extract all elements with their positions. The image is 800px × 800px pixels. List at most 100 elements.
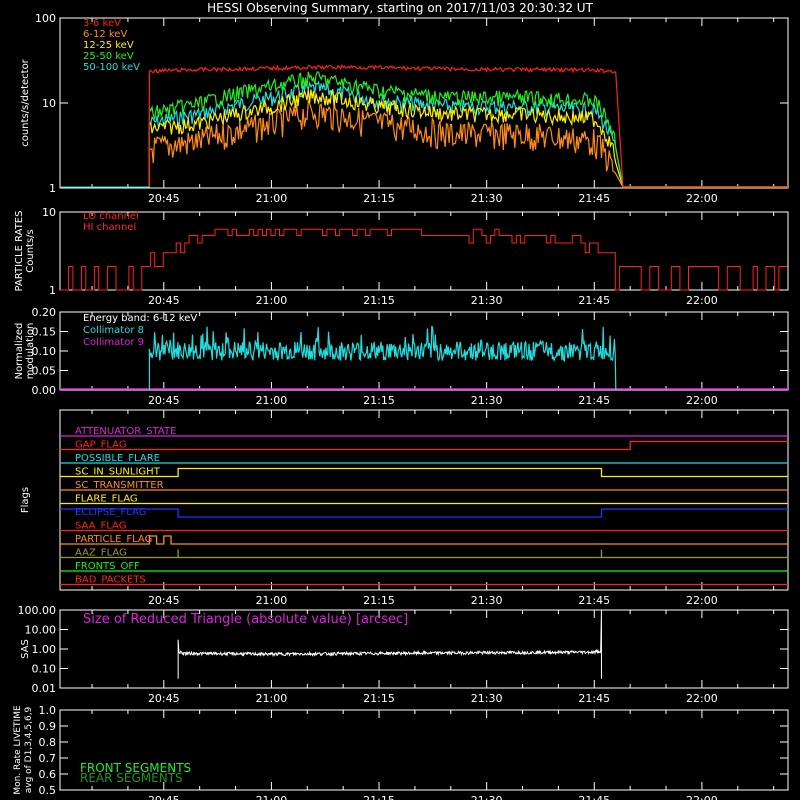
series-line-25-50-keV	[148, 71, 788, 188]
y-tick-label: 1.00	[32, 643, 57, 656]
x-tick-label: 21:00	[256, 594, 288, 607]
series-line-3-6-keV	[148, 63, 788, 188]
legend-entry: 3-6 keV	[83, 18, 121, 29]
x-tick-label: 21:45	[578, 192, 610, 205]
y-tick-label: 0.6	[39, 768, 57, 781]
flag-label: AAZ_FLAG	[75, 548, 127, 559]
x-tick-label: 21:00	[256, 394, 288, 407]
flags-panel: 20:45 21:00 21:15 21:30 21:45 22:00 Flags ATTEN…	[20, 409, 789, 607]
y-tick-label: 0.15	[32, 326, 57, 339]
y-tick-label: 100	[35, 12, 56, 25]
livetime-panel: 20:45 21:00 21:15 21:30 21:45 22:00 0.5 0.6 0.7 0…	[13, 704, 789, 800]
x-tick-label: 21:30	[471, 594, 503, 607]
y-tick-label: 10	[42, 97, 56, 110]
x-tick-label: 22:00	[686, 794, 718, 800]
x-tick-label: 21:45	[578, 794, 610, 800]
flag-label: GAP_FLAG	[75, 440, 127, 451]
particle-frame	[59, 211, 789, 291]
y-axis-label: SAS	[20, 639, 31, 659]
x-tick-label: 21:15	[363, 692, 395, 705]
flag-label: PARTICLE_FLAG	[75, 534, 152, 545]
flag-label: POSSIBLE_FLARE	[75, 453, 160, 464]
y-tick-label: 0.05	[32, 365, 57, 378]
y-tick-label: 0.5	[39, 784, 57, 797]
series-line-sas	[177, 609, 602, 679]
y-tick-label: 0.9	[39, 720, 57, 733]
x-tick-label: 20:45	[148, 192, 180, 205]
y-axis-label: PARTICLE RATESCounts/s	[14, 211, 36, 292]
x-tick-label: 21:15	[363, 394, 395, 407]
flag-label: FLARE_FLAG	[75, 494, 138, 505]
y-axis-label: Mon. Rate LIVETIMEavg of D1,3,4,5,6,9	[13, 705, 34, 795]
x-tick-label: 21:15	[363, 594, 395, 607]
x-tick-label: 21:30	[471, 692, 503, 705]
series-line-6-12-keV	[148, 99, 788, 188]
legend-entry: 50-100 keV	[83, 62, 140, 73]
y-tick-label: 0.01	[32, 682, 57, 695]
y-tick-label: 1	[49, 284, 56, 297]
flag-label: FRONTS_OFF	[75, 561, 140, 572]
x-tick-label: 21:45	[578, 394, 610, 407]
flag-line-aaz_flag	[60, 549, 788, 559]
y-axis-label-line: Mon. Rate LIVETIME	[13, 705, 23, 795]
x-tick-label: 22:00	[686, 192, 718, 205]
counts-panel: 20:45 21:00 21:15 21:30 21:45 22:00 1 10 100 coun…	[20, 12, 789, 205]
legend-entry: Collimator 8	[83, 325, 144, 336]
x-tick-label: 21:15	[363, 192, 395, 205]
page-title: HESSI Observing Summary, starting on 201…	[207, 1, 593, 15]
y-tick-label: 10	[42, 206, 56, 219]
x-tick-label: 21:15	[363, 294, 395, 307]
y-axis-label: Normalizedmodulation	[14, 323, 36, 380]
x-tick-label: 22:00	[686, 692, 718, 705]
series-line-50-100-keV	[148, 80, 788, 188]
x-tick-label: 21:30	[471, 192, 503, 205]
x-tick-label: 20:45	[148, 394, 180, 407]
flag-line-eclipse_flag	[60, 508, 788, 518]
x-tick-label: 21:45	[578, 594, 610, 607]
legend-entry: FRONT SEGMENTS	[80, 761, 191, 775]
modulation-panel: 20:45 21:00 21:15 21:30 21:45 22:00 0.00 0.05 0.…	[14, 306, 789, 407]
x-tick-label: 21:30	[471, 394, 503, 407]
y-tick-label: 1.0	[39, 704, 57, 717]
x-tick-label: 21:15	[363, 794, 395, 800]
x-tick-label: 21:00	[256, 294, 288, 307]
y-tick-label: 0.00	[32, 384, 57, 397]
x-tick-label: 21:45	[578, 692, 610, 705]
y-axis-label: counts/s/detector	[20, 58, 31, 146]
y-tick-label: 0.8	[39, 736, 57, 749]
y-tick-label: 0.20	[32, 306, 57, 319]
y-tick-label: 10.00	[25, 624, 57, 637]
particle-panel: 20:45 21:00 21:15 21:30 21:45 22:00 1 10 PARTICL…	[14, 206, 789, 307]
flags-frame	[59, 409, 789, 591]
flag-label: SAA_FLAG	[75, 521, 126, 532]
x-tick-label: 20:45	[148, 692, 180, 705]
flag-label: ECLIPSE_FLAG	[75, 507, 146, 518]
x-tick-label: 20:45	[148, 294, 180, 307]
flag-label: SC_IN_SUNLIGHT	[75, 467, 161, 478]
legend-entry: 25-50 keV	[83, 51, 134, 62]
series-line-lo-channel	[60, 228, 788, 291]
flag-label: ATTENUATOR_STATE	[75, 426, 176, 437]
legend-entry: 6-12 keV	[83, 29, 127, 40]
x-tick-label: 21:45	[578, 294, 610, 307]
x-tick-label: 21:00	[256, 692, 288, 705]
x-tick-label: 21:30	[471, 794, 503, 800]
x-tick-label: 21:00	[256, 192, 288, 205]
legend-entry: Collimator 9	[83, 337, 144, 348]
annotation-sas: Size of Reduced Triangle (absolute value…	[83, 612, 408, 627]
y-tick-label: 1	[49, 182, 56, 195]
livetime-frame	[59, 709, 789, 791]
legend-entry: REAR SEGMENTS	[80, 771, 183, 785]
y-tick-label: 100.00	[18, 604, 57, 617]
y-axis-label-line: avg of D1,3,4,5,6,9	[24, 706, 34, 793]
x-tick-label: 20:45	[148, 794, 180, 800]
y-tick-label: 0.10	[32, 345, 57, 358]
x-tick-label: 22:00	[686, 294, 718, 307]
flag-label: BAD_PACKETS	[75, 575, 146, 586]
flag-line-sc_in_sunlight	[60, 467, 788, 478]
annotation-energy-band: Energy band: 6-12 keV	[83, 313, 197, 324]
flag-line-particle_flag	[60, 535, 788, 545]
y-axis-label: Flags	[20, 487, 31, 513]
